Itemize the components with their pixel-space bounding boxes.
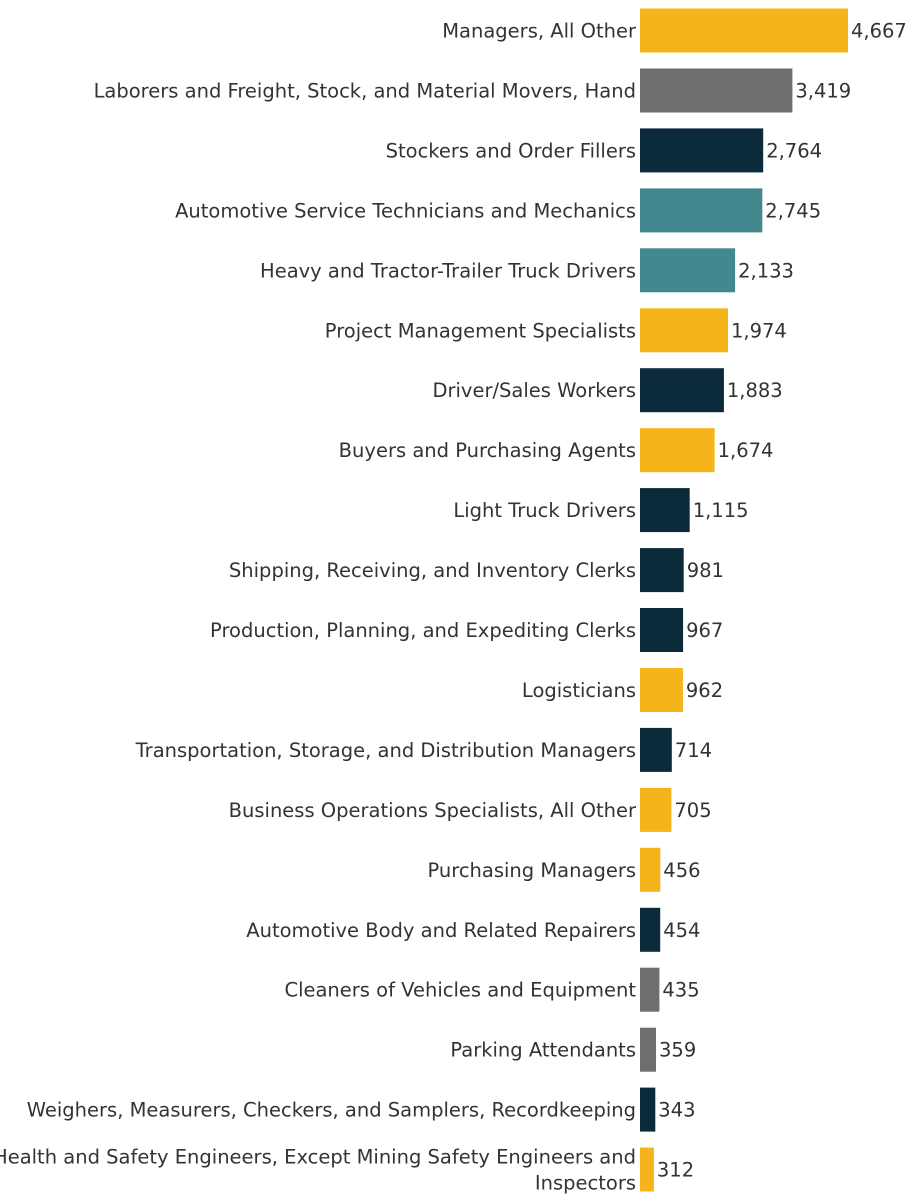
category-labels: Managers, All Other Laborers and Freight,… bbox=[0, 20, 637, 1195]
bar-13 bbox=[640, 727, 672, 772]
value-label-8: 1,674 bbox=[718, 439, 774, 462]
bars bbox=[640, 8, 848, 1192]
bar-5 bbox=[640, 248, 736, 293]
bar-4 bbox=[640, 188, 763, 233]
bar-19 bbox=[640, 1087, 656, 1132]
category-label-9: Light Truck Drivers bbox=[453, 499, 636, 522]
value-label-16: 454 bbox=[663, 919, 700, 942]
value-label-20: 312 bbox=[657, 1159, 694, 1182]
value-label-7: 1,883 bbox=[727, 379, 783, 402]
value-label-19: 343 bbox=[658, 1099, 695, 1122]
category-label-14: Business Operations Specialists, All Oth… bbox=[229, 799, 637, 822]
category-label-5: Heavy and Tractor-Trailer Truck Drivers bbox=[260, 259, 636, 282]
bar-16 bbox=[640, 907, 661, 952]
value-label-2: 3,419 bbox=[795, 80, 851, 103]
category-label-1: Managers, All Other bbox=[442, 20, 637, 43]
category-label-16: Automotive Body and Related Repairers bbox=[246, 919, 636, 942]
category-label-19: Weighers, Measurers, Checkers, and Sampl… bbox=[27, 1099, 636, 1122]
value-label-5: 2,133 bbox=[738, 259, 794, 282]
value-label-4: 2,745 bbox=[765, 199, 821, 222]
category-label-17: Cleaners of Vehicles and Equipment bbox=[284, 979, 636, 1002]
bar-3 bbox=[640, 128, 764, 173]
bar-2 bbox=[640, 68, 793, 113]
category-label-15: Purchasing Managers bbox=[427, 859, 636, 882]
bar-11 bbox=[640, 608, 684, 652]
bar-6 bbox=[640, 308, 728, 353]
bar-15 bbox=[640, 847, 661, 892]
bar-17 bbox=[640, 967, 660, 1012]
category-label-18: Parking Attendants bbox=[450, 1039, 636, 1062]
value-label-13: 714 bbox=[675, 739, 712, 762]
category-label-13: Transportation, Storage, and Distributio… bbox=[135, 739, 636, 762]
category-label-20-line-1: Health and Safety Engineers, Except Mini… bbox=[0, 1146, 636, 1169]
value-label-17: 435 bbox=[662, 979, 699, 1002]
bar-14 bbox=[640, 787, 672, 832]
value-label-14: 705 bbox=[674, 799, 711, 822]
value-label-9: 1,115 bbox=[693, 499, 749, 522]
value-label-6: 1,974 bbox=[731, 319, 787, 342]
value-label-12: 962 bbox=[686, 679, 723, 702]
value-label-18: 359 bbox=[659, 1039, 696, 1062]
category-label-3: Stockers and Order Fillers bbox=[386, 139, 636, 162]
category-label-4: Automotive Service Technicians and Mecha… bbox=[175, 199, 636, 222]
category-label-11: Production, Planning, and Expediting Cle… bbox=[210, 619, 636, 642]
bar-18 bbox=[640, 1027, 656, 1072]
value-label-10: 981 bbox=[687, 559, 724, 582]
bar-12 bbox=[640, 668, 683, 712]
value-labels: 4,667 3,419 2,764 2,745 2,133 1,974 1,883 1,674… bbox=[657, 20, 907, 1182]
category-label-6: Project Management Specialists bbox=[325, 319, 636, 342]
value-label-3: 2,764 bbox=[766, 139, 822, 162]
category-label-20-line-2: Inspectors bbox=[535, 1172, 636, 1195]
bar-7 bbox=[640, 368, 724, 413]
value-label-15: 456 bbox=[663, 859, 700, 882]
category-label-7: Driver/Sales Workers bbox=[432, 379, 636, 402]
bar-10 bbox=[640, 548, 684, 593]
bar-8 bbox=[640, 428, 715, 473]
bar-1 bbox=[640, 8, 848, 53]
value-label-11: 967 bbox=[686, 619, 723, 642]
category-label-12: Logisticians bbox=[522, 679, 636, 702]
bar-9 bbox=[640, 488, 690, 533]
value-label-1: 4,667 bbox=[851, 20, 907, 43]
category-label-2: Laborers and Freight, Stock, and Materia… bbox=[94, 80, 636, 103]
category-label-8: Buyers and Purchasing Agents bbox=[339, 439, 636, 462]
category-label-10: Shipping, Receiving, and Inventory Clerk… bbox=[229, 559, 636, 582]
bar-20 bbox=[640, 1147, 654, 1192]
